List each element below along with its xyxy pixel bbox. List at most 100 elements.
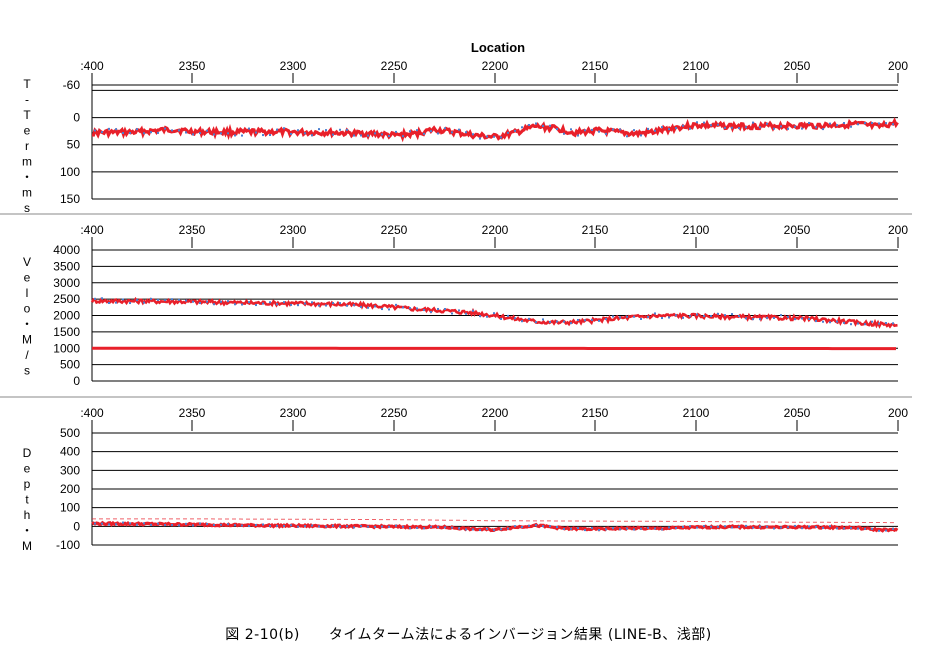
- series-point: [381, 308, 383, 311]
- series-point: [122, 132, 124, 135]
- series-point: [577, 318, 579, 321]
- series-point: [325, 525, 327, 528]
- series-point: [885, 322, 887, 325]
- series-point: [213, 303, 215, 306]
- series-point: [843, 527, 845, 530]
- series-point: [542, 124, 544, 127]
- series-point: [773, 527, 775, 530]
- x-tick-label: 2150: [582, 223, 609, 237]
- x-tick-label: 2100: [683, 59, 710, 73]
- y-tick-label: 50: [67, 138, 81, 152]
- series-point: [591, 128, 593, 131]
- series-point: [241, 134, 243, 137]
- y-axis-label-char: t: [25, 493, 29, 507]
- series-point: [339, 128, 341, 131]
- series-point: [668, 128, 670, 131]
- series-point: [444, 127, 446, 130]
- series-point: [773, 316, 775, 319]
- series-point: [731, 126, 733, 129]
- series-point: [430, 130, 432, 133]
- series-point: [696, 121, 698, 124]
- series-point: [528, 317, 530, 320]
- series-point: [486, 135, 488, 138]
- series-point: [402, 306, 404, 309]
- series-point: [346, 128, 348, 131]
- series-point: [815, 126, 817, 129]
- series-point: [661, 126, 663, 129]
- series-point: [668, 526, 670, 529]
- x-tick-label: 2350: [179, 406, 206, 420]
- y-tick-label: 4000: [53, 243, 80, 257]
- series-point: [479, 529, 481, 532]
- series-point: [409, 527, 411, 530]
- series-point: [815, 525, 817, 528]
- series-point: [794, 318, 796, 321]
- series-main-line: [90, 296, 898, 329]
- x-tick-label: 2200: [482, 223, 509, 237]
- series-point: [136, 523, 138, 526]
- y-tick-label: 3000: [53, 276, 80, 290]
- series-point: [591, 526, 593, 529]
- x-tick-label: :400: [80, 223, 104, 237]
- y-tick-label: 100: [60, 501, 80, 515]
- series-point: [521, 320, 523, 323]
- series-point: [612, 128, 614, 131]
- y-axis-label-char: ・: [21, 317, 33, 331]
- series-point: [885, 122, 887, 125]
- series-point: [864, 527, 866, 530]
- series-point: [206, 129, 208, 132]
- x-tick-label: 200: [888, 406, 908, 420]
- series-point: [311, 524, 313, 527]
- series-point: [766, 316, 768, 319]
- series-point: [220, 300, 222, 303]
- series-point: [108, 301, 110, 304]
- x-tick-label: 2250: [381, 406, 408, 420]
- series-point: [717, 312, 719, 315]
- series-point: [122, 298, 124, 301]
- series-point: [829, 525, 831, 528]
- series-point: [654, 527, 656, 530]
- series-point: [584, 129, 586, 132]
- series-point: [507, 131, 509, 134]
- series-point: [220, 523, 222, 526]
- series-point: [430, 525, 432, 528]
- series-point: [787, 127, 789, 130]
- y-tick-label: 3500: [53, 259, 80, 273]
- series-point: [500, 528, 502, 531]
- x-tick-label: 200: [888, 223, 908, 237]
- series-point: [535, 524, 537, 527]
- series-point: [255, 131, 257, 134]
- series-point: [591, 318, 593, 321]
- series-point: [192, 300, 194, 303]
- series-point: [318, 128, 320, 131]
- x-tick-label: 200: [888, 59, 908, 73]
- series-point: [416, 526, 418, 529]
- series-point: [430, 310, 432, 313]
- series-point: [836, 527, 838, 530]
- series-point: [822, 320, 824, 323]
- series-point: [381, 525, 383, 528]
- series-point: [892, 322, 894, 325]
- series-point: [864, 122, 866, 125]
- y-axis-label-char: T: [23, 77, 31, 91]
- series-point: [150, 523, 152, 526]
- series-point: [94, 297, 96, 300]
- series-point: [311, 134, 313, 137]
- x-tick-label: :400: [80, 59, 104, 73]
- y-tick-label: 150: [60, 192, 80, 206]
- series-point: [115, 301, 117, 304]
- series-point: [745, 317, 747, 320]
- series-point: [234, 303, 236, 306]
- series-point: [619, 316, 621, 319]
- series-point: [829, 122, 831, 125]
- series-point: [409, 307, 411, 310]
- series-point: [703, 525, 705, 528]
- y-tick-label: 0: [73, 374, 80, 388]
- y-axis-label-char: m: [22, 155, 32, 169]
- panel-velocity: :400 2350 2300 2250 2200 2150 2100 2050 20005001…: [0, 213, 912, 388]
- series-point: [276, 524, 278, 527]
- series-point: [143, 132, 145, 135]
- series-point: [654, 312, 656, 315]
- series-point: [367, 134, 369, 137]
- series-point: [248, 301, 250, 304]
